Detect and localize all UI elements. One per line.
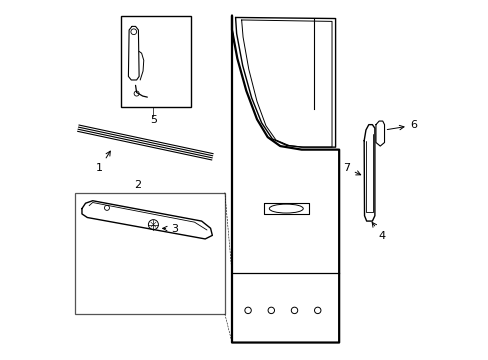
Bar <box>121 16 190 107</box>
Text: 4: 4 <box>371 222 385 241</box>
Text: 3: 3 <box>163 224 178 234</box>
Text: 2: 2 <box>134 180 141 190</box>
Text: 7: 7 <box>342 163 360 175</box>
Text: 1: 1 <box>96 151 110 173</box>
Text: 5: 5 <box>150 115 157 125</box>
Bar <box>75 193 224 314</box>
Text: 6: 6 <box>386 120 417 130</box>
